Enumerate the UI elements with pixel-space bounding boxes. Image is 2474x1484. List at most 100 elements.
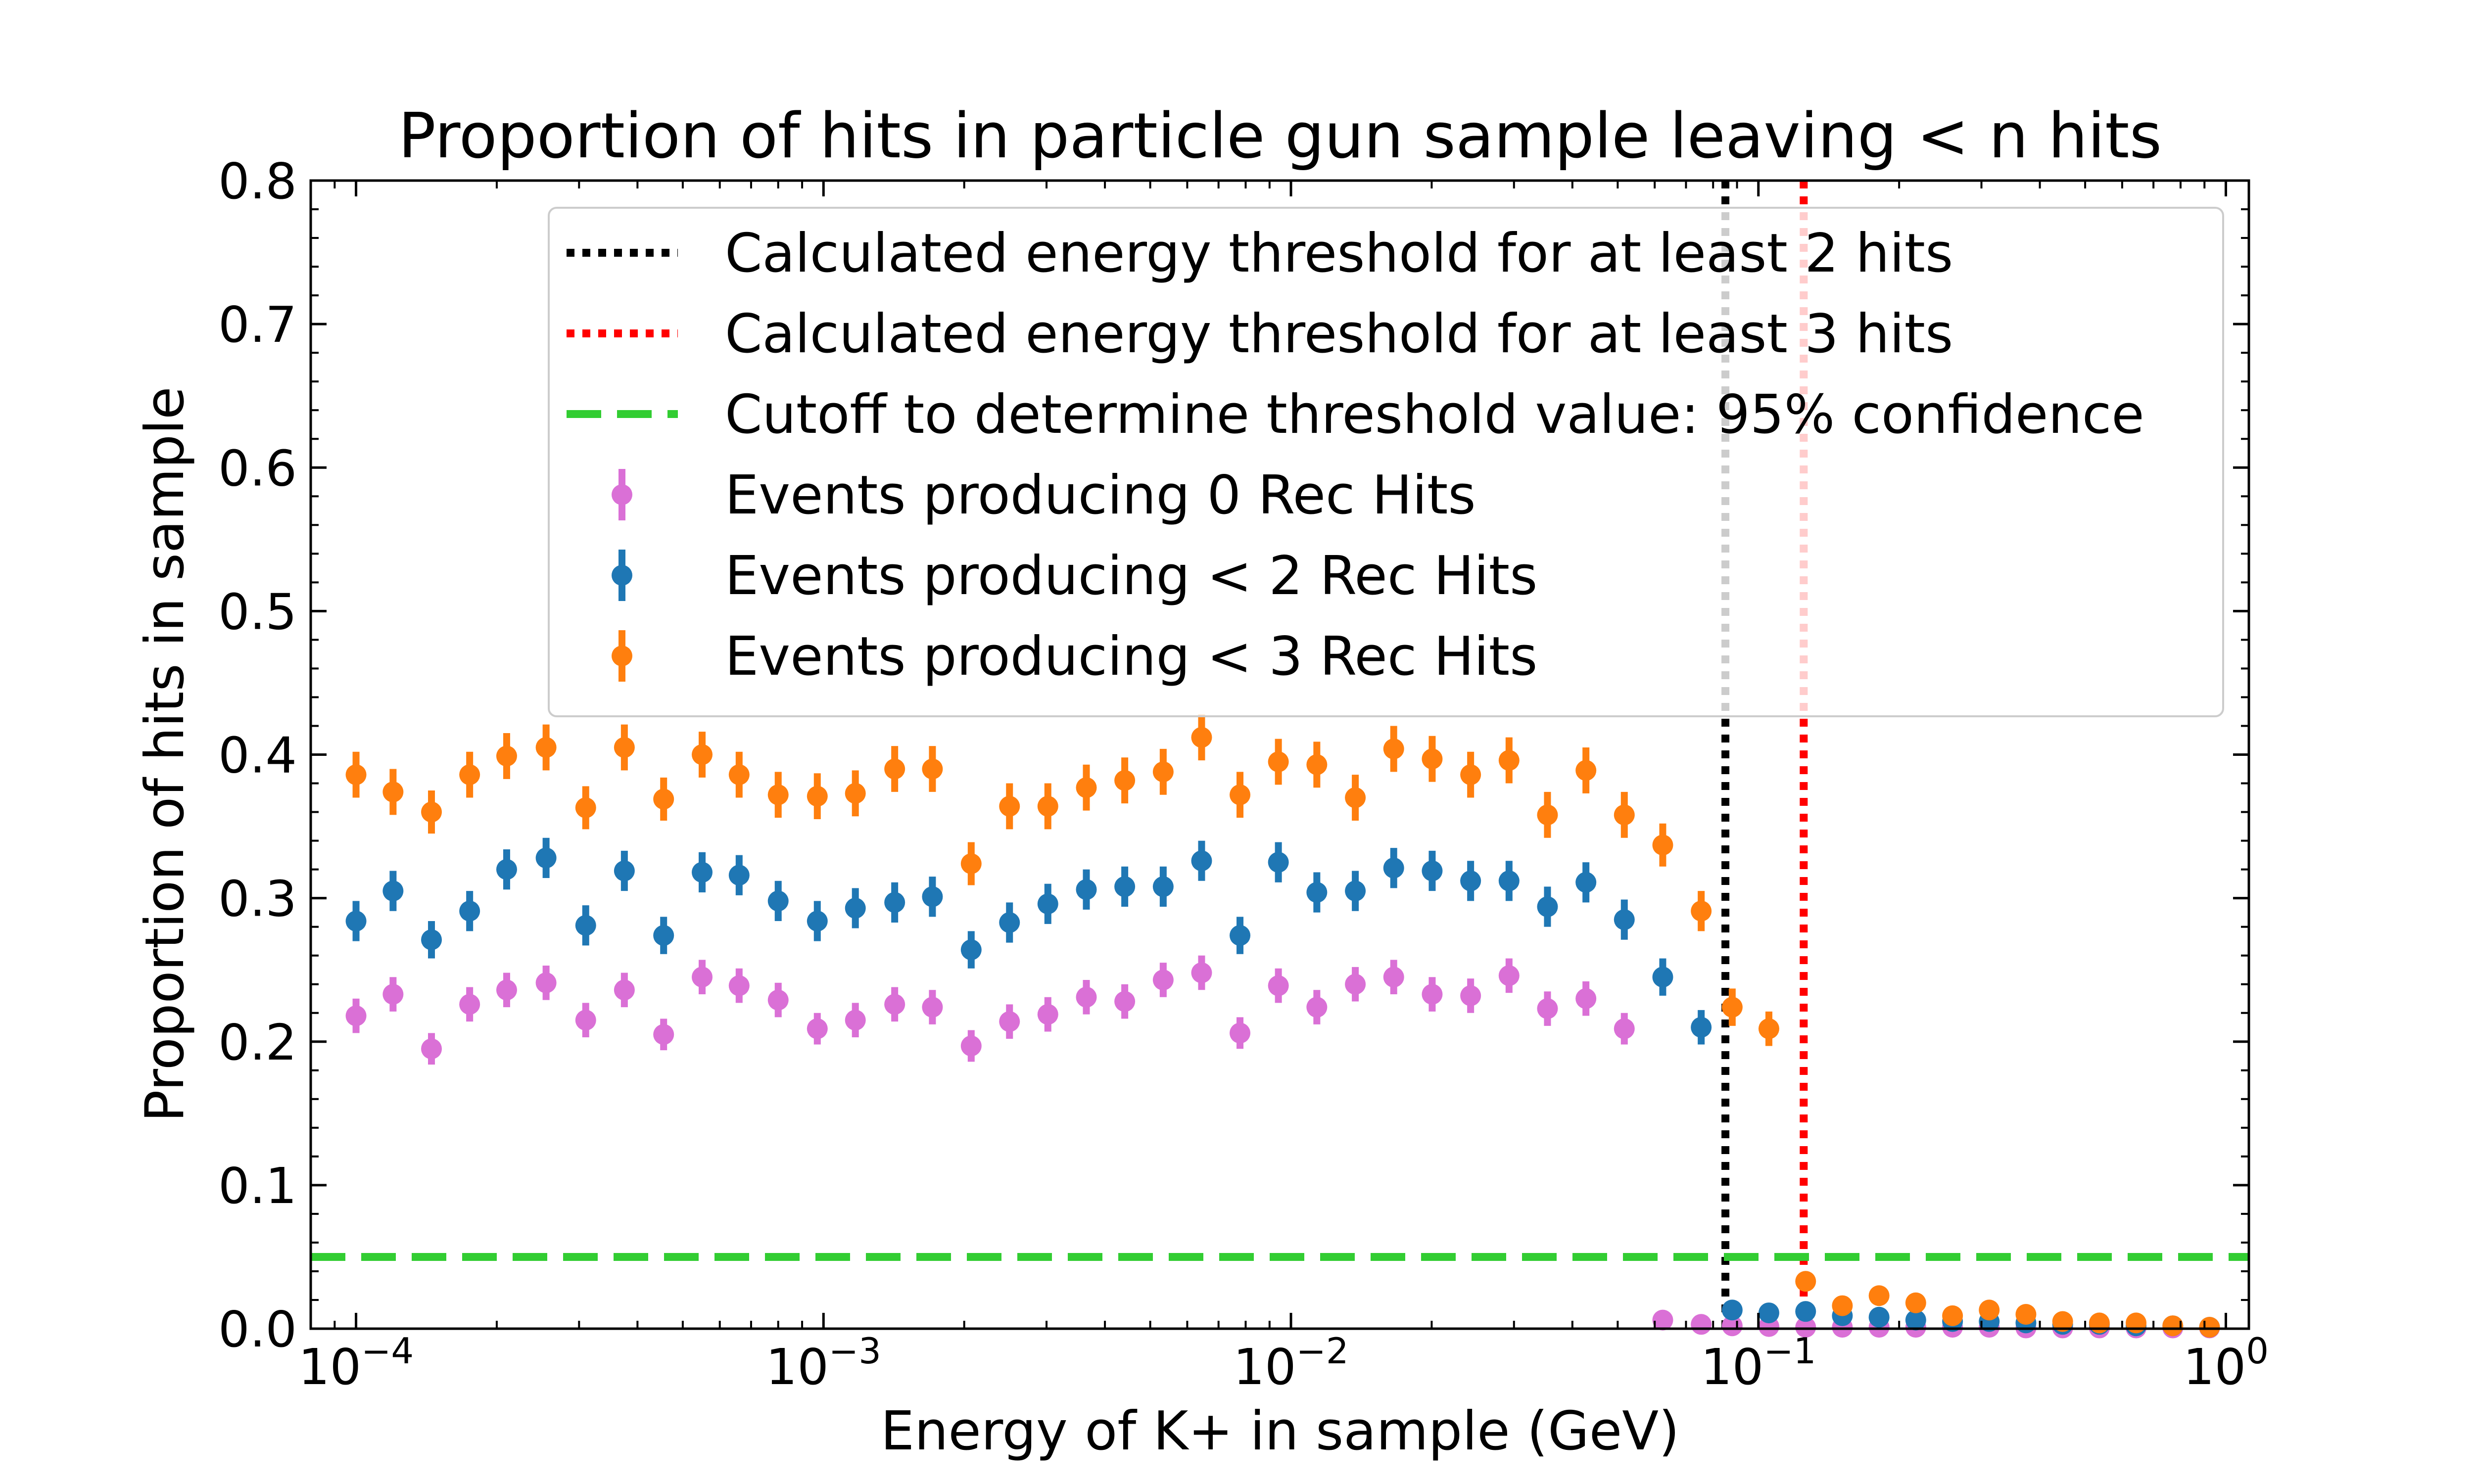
data-point (421, 801, 442, 823)
data-point (1268, 852, 1289, 873)
data-point (922, 758, 943, 780)
data-point (1152, 761, 1174, 783)
data-point (382, 881, 404, 902)
data-point (1721, 1299, 1743, 1321)
data-point (1230, 784, 1251, 805)
data-point (2199, 1317, 2220, 1338)
data-point (1191, 962, 1212, 983)
data-point (614, 979, 635, 1001)
data-point (767, 989, 789, 1011)
data-point (1575, 760, 1597, 781)
data-point (1460, 985, 1481, 1006)
data-point (1498, 750, 1520, 771)
data-point (1383, 738, 1404, 759)
data-point (1905, 1309, 1926, 1331)
data-point (1498, 870, 1520, 891)
legend-handle-marker (612, 565, 632, 586)
x-tick-label: 10−2 (1233, 1330, 1348, 1396)
data-point (382, 984, 404, 1005)
data-point (1868, 1306, 1890, 1328)
data-point (535, 972, 557, 993)
legend-box (548, 207, 2224, 717)
data-point (1037, 1004, 1058, 1025)
data-point (496, 859, 517, 880)
data-point (614, 737, 635, 758)
data-point (1037, 893, 1058, 915)
data-point (1575, 988, 1597, 1009)
data-point (807, 1018, 828, 1039)
data-point (845, 897, 866, 919)
legend-label: Events producing 0 Rec Hits (725, 464, 1476, 526)
data-point (1832, 1295, 1853, 1316)
data-point (884, 892, 905, 913)
data-point (1537, 998, 1558, 1020)
data-point (1652, 1309, 1673, 1331)
data-point (575, 915, 596, 936)
data-point (1758, 1018, 1779, 1039)
data-point (1076, 879, 1097, 900)
data-point (1758, 1302, 1779, 1324)
data-point (1268, 975, 1289, 996)
x-axis-label: Energy of K+ in sample (GeV) (881, 1400, 1680, 1462)
data-point (1498, 965, 1520, 986)
x-tick-label: 10−1 (1701, 1330, 1816, 1396)
data-point (1191, 727, 1212, 748)
data-point (807, 911, 828, 932)
data-point (496, 745, 517, 767)
data-point (1905, 1292, 1926, 1313)
data-point (1037, 795, 1058, 817)
data-point (2089, 1312, 2110, 1334)
data-point (1691, 1314, 1712, 1335)
data-point (535, 737, 557, 758)
data-point (2126, 1312, 2147, 1334)
x-tick-label: 100 (2183, 1330, 2269, 1396)
data-point (767, 784, 789, 805)
data-point (1537, 804, 1558, 826)
data-point (1152, 969, 1174, 990)
data-point (653, 1024, 674, 1045)
data-point (575, 797, 596, 818)
legend-label: Calculated energy threshold for at least… (725, 303, 1953, 365)
data-point (653, 925, 674, 946)
data-point (767, 890, 789, 912)
data-point (1460, 870, 1481, 891)
data-point (1345, 787, 1366, 808)
legend: Calculated energy threshold for at least… (548, 207, 2224, 717)
data-point (1076, 986, 1097, 1008)
data-point (1345, 881, 1366, 902)
data-point (1230, 1022, 1251, 1044)
y-tick-label: 0.7 (218, 296, 297, 354)
data-point (535, 847, 557, 869)
data-point (1721, 997, 1743, 1018)
data-point (1345, 974, 1366, 995)
data-point (1614, 1018, 1635, 1039)
data-point (1614, 909, 1635, 930)
y-axis-label: Proportion of hits in sample (134, 387, 196, 1122)
data-point (1795, 1317, 1816, 1338)
x-tick-label: 10−3 (766, 1330, 881, 1396)
chart-title: Proportion of hits in particle gun sampl… (398, 99, 2162, 172)
data-point (1795, 1271, 1816, 1292)
y-tick-label: 0.4 (218, 727, 297, 785)
data-point (728, 865, 750, 886)
data-point (922, 997, 943, 1018)
legend-handle-marker (612, 484, 632, 505)
data-point (922, 886, 943, 907)
data-point (845, 783, 866, 804)
data-point (1422, 748, 1443, 770)
data-point (1383, 967, 1404, 988)
data-point (345, 911, 367, 932)
data-point (1268, 751, 1289, 773)
data-point (1979, 1299, 2000, 1321)
legend-label: Events producing < 2 Rec Hits (725, 545, 1537, 607)
data-point (1614, 804, 1635, 826)
data-point (1652, 967, 1673, 988)
data-point (960, 1035, 982, 1057)
data-point (884, 994, 905, 1015)
data-point (1691, 900, 1712, 922)
data-point (1868, 1285, 1890, 1306)
y-tick-label: 0.1 (218, 1157, 297, 1215)
data-point (884, 758, 905, 780)
data-point (1422, 984, 1443, 1005)
data-point (1721, 1315, 1743, 1337)
